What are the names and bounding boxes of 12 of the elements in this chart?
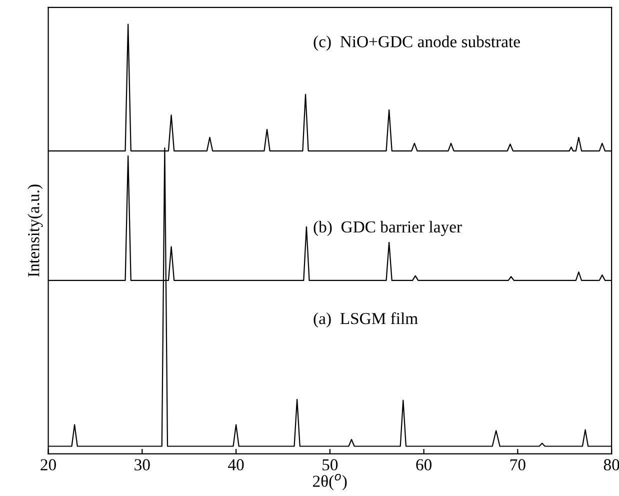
annotation: (b) GDC barrier layer — [314, 220, 462, 236]
x-tick-label: 70 — [510, 459, 526, 470]
annotation: (a) LSGM film — [314, 312, 418, 328]
x-axis-title: 2θ($^{o}$) — [312, 474, 347, 490]
x-tick-label: 80 — [604, 459, 619, 470]
x-tick-label: 50 — [322, 459, 338, 470]
x-tick-label: 60 — [416, 459, 432, 470]
x-tick-label: 20 — [40, 459, 56, 470]
x-tick-label: 40 — [228, 459, 244, 470]
y-axis-title: Intensity(a.u.) — [28, 184, 43, 277]
annotation: (c) NiO+GDC anode substrate — [314, 36, 520, 51]
x-tick-label: 30 — [134, 459, 150, 470]
